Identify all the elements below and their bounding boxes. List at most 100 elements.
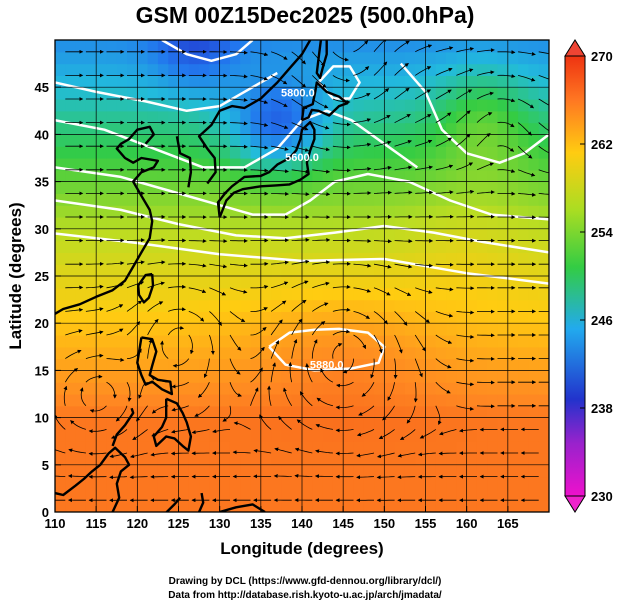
heatmap-cell xyxy=(271,169,283,183)
y-tick-label: 30 xyxy=(35,222,49,237)
heatmap-cell xyxy=(291,476,303,489)
heatmap-cell xyxy=(353,394,365,407)
heatmap-cell xyxy=(240,335,252,348)
streamline xyxy=(394,113,411,123)
heatmap-cell xyxy=(343,382,355,395)
heatmap-cell xyxy=(394,370,406,383)
heatmap-cell xyxy=(435,394,447,407)
heatmap-cell xyxy=(302,252,313,265)
streamline xyxy=(291,299,307,312)
heatmap-cell xyxy=(332,193,344,206)
heatmap-cell xyxy=(209,429,221,442)
heatmap-cell xyxy=(353,453,365,466)
heatmap-cell xyxy=(85,335,97,348)
heatmap-cell xyxy=(425,228,437,242)
heatmap-cell xyxy=(178,181,190,194)
heatmap-cell xyxy=(312,158,324,171)
x-tick-label: 155 xyxy=(415,516,437,531)
heatmap-cell xyxy=(240,476,252,489)
heatmap-cell xyxy=(394,240,406,253)
heatmap-cell xyxy=(466,323,478,336)
heatmap-cell xyxy=(96,75,108,88)
colorbar-tick-label: 230 xyxy=(591,489,613,504)
heatmap-cell xyxy=(374,500,385,512)
heatmap-cell xyxy=(302,335,313,348)
streamline xyxy=(332,343,343,359)
heatmap-cell xyxy=(137,240,149,253)
heatmap-cell xyxy=(456,99,468,112)
heatmap-cell xyxy=(507,264,519,277)
heatmap-cell xyxy=(178,110,190,124)
heatmap-cell xyxy=(466,205,478,218)
heatmap-cell xyxy=(127,276,138,289)
heatmap-cell xyxy=(178,287,190,301)
heatmap-cell xyxy=(322,264,334,277)
heatmap-cell xyxy=(374,441,385,454)
heatmap-cell xyxy=(75,51,87,65)
heatmap-cell xyxy=(85,394,97,407)
heatmap-cell xyxy=(435,264,447,277)
heatmap-cell xyxy=(65,311,77,324)
heatmap-cell xyxy=(199,75,210,88)
heatmap-cell xyxy=(518,276,530,289)
heatmap-cell xyxy=(302,311,313,324)
heatmap-cell xyxy=(415,75,427,88)
heatmap-cell xyxy=(415,134,427,147)
heatmap-cell xyxy=(168,346,180,360)
streamline xyxy=(203,358,210,379)
heatmap-cell xyxy=(85,99,97,112)
streamline xyxy=(250,75,269,81)
heatmap-cell xyxy=(116,417,128,430)
heatmap-cell xyxy=(75,158,87,171)
heatmap-cell xyxy=(106,146,118,159)
heatmap-cell xyxy=(85,146,97,159)
heatmap-cell xyxy=(157,500,169,512)
heatmap-cell xyxy=(507,110,519,124)
heatmap-cell xyxy=(302,63,313,76)
heatmap-cell xyxy=(219,264,231,277)
heatmap-cell xyxy=(199,358,210,371)
streamline xyxy=(497,50,516,55)
heatmap-cell xyxy=(312,405,324,419)
heatmap-cell xyxy=(209,441,221,454)
heatmap-cell xyxy=(55,429,66,442)
heatmap-cell xyxy=(96,146,108,159)
heatmap-cell xyxy=(127,335,138,348)
credit-data: Data from http://database.rish.kyoto-u.a… xyxy=(168,590,442,601)
heatmap-cell xyxy=(446,287,457,301)
heatmap-cell xyxy=(178,335,190,348)
heatmap-cell xyxy=(85,169,97,183)
heatmap-cell xyxy=(456,169,468,183)
heatmap-cell xyxy=(332,134,344,147)
heatmap-cell xyxy=(75,169,87,183)
heatmap-cell xyxy=(487,40,499,53)
streamline xyxy=(65,307,84,312)
coastline xyxy=(219,503,266,512)
heatmap-cell xyxy=(343,299,355,312)
heatmap-cell xyxy=(229,464,241,478)
heatmap-cell xyxy=(538,370,549,383)
streamline xyxy=(85,307,104,312)
heatmap-cell xyxy=(332,500,344,512)
heatmap-cell xyxy=(229,311,241,324)
streamline xyxy=(435,164,454,171)
heatmap-cell xyxy=(456,476,468,489)
streamline xyxy=(229,311,246,322)
streamline xyxy=(353,334,366,350)
heatmap-cell xyxy=(147,40,159,53)
heatmap-cell xyxy=(199,240,210,253)
heatmap-cell xyxy=(188,264,200,277)
colorbar-tick-label: 262 xyxy=(591,137,613,152)
heatmap-cell xyxy=(65,264,77,277)
heatmap-cell xyxy=(260,394,272,407)
heatmap-cell xyxy=(240,146,252,159)
heatmap-cell xyxy=(199,417,210,430)
streamline xyxy=(250,285,269,289)
streamline xyxy=(435,405,442,426)
heatmap-cell xyxy=(116,405,128,419)
heatmap-cell xyxy=(281,464,293,478)
heatmap-cell xyxy=(168,441,180,454)
heatmap-cell xyxy=(127,240,138,253)
heatmap-cell xyxy=(219,75,231,88)
heatmap-cell xyxy=(332,346,344,360)
